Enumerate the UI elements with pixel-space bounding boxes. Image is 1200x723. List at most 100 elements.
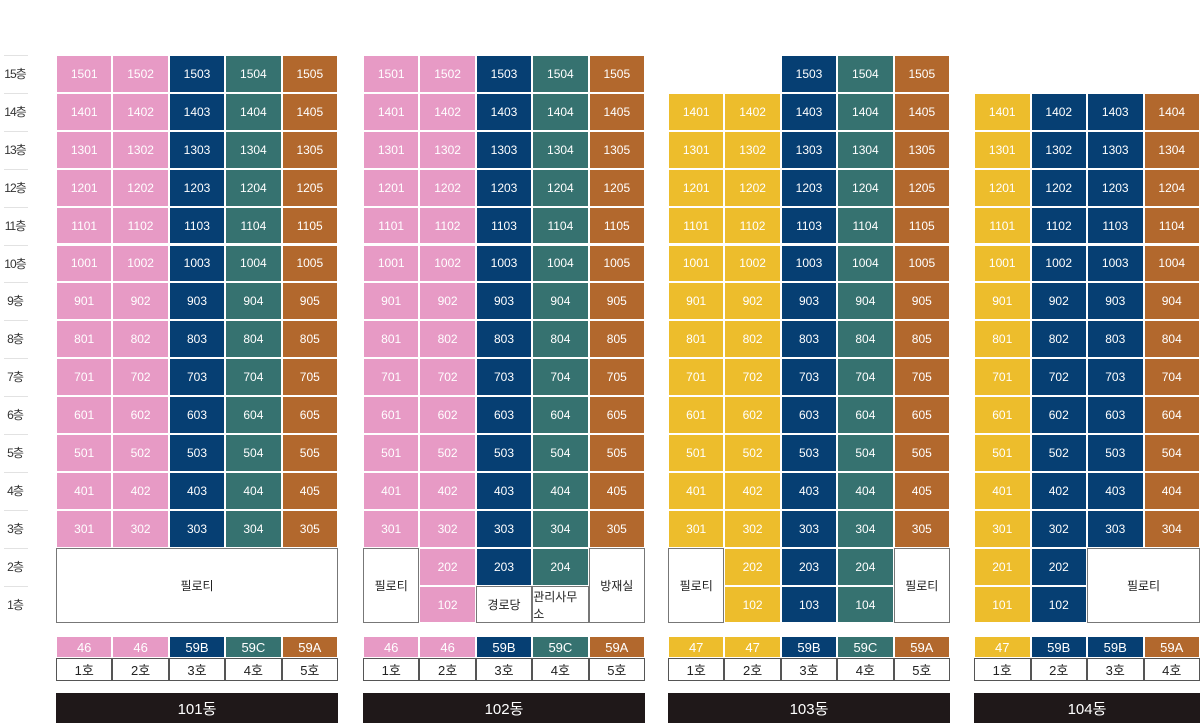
unit-cell: 1401 (974, 92, 1031, 131)
unit-type-badge: 59A (1143, 636, 1200, 658)
floor-label: 3층 (7, 521, 24, 536)
floor-divider (4, 55, 28, 56)
unit-cell: 1203 (168, 168, 226, 207)
unit-cell: 1002 (419, 244, 476, 283)
unit-cell: 1505 (281, 55, 338, 93)
unit-cell: 901 (668, 282, 725, 321)
unit-cell: 1105 (281, 206, 338, 245)
floor-label: 11층 (4, 218, 27, 233)
unit-cell: 1101 (56, 206, 113, 245)
unit-cell: 804 (225, 320, 282, 359)
piloti-space: 필로티 (1087, 547, 1200, 624)
unit-cell: 504 (1143, 434, 1200, 472)
unit-cell: 804 (837, 320, 894, 359)
unit-cell: 1204 (837, 168, 894, 207)
unit-cell: 1301 (363, 130, 420, 169)
piloti-space: 필로티 (893, 547, 950, 624)
building-name: 103동 (668, 693, 950, 723)
unit-cell: 503 (475, 434, 533, 472)
floor-label: 13층 (4, 142, 26, 157)
unit-cell: 303 (475, 509, 533, 548)
unit-cell: 301 (56, 509, 113, 548)
unit-cell: 1501 (56, 55, 113, 93)
unit-type-badge: 46 (112, 636, 169, 658)
unit-cell: 405 (281, 471, 338, 510)
unit-cell: 203 (780, 547, 838, 586)
unit-cell: 1204 (225, 168, 282, 207)
unit-cell: 403 (475, 471, 533, 510)
line-number-label: 4호 (1143, 658, 1200, 681)
unit-cell: 1203 (780, 168, 838, 207)
unit-cell: 902 (419, 282, 476, 321)
unit-cell: 703 (475, 358, 533, 397)
unit-cell: 802 (112, 320, 169, 359)
unit-cell: 301 (363, 509, 420, 548)
line-number-label: 3호 (1087, 658, 1144, 681)
unit-cell: 701 (974, 358, 1031, 397)
unit-cell: 204 (837, 547, 894, 586)
unit-cell: 1205 (281, 168, 338, 207)
unit-cell: 505 (893, 434, 950, 472)
facility-space: 경로당 (475, 585, 533, 624)
unit-cell: 202 (1030, 547, 1087, 586)
unit-cell: 403 (780, 471, 838, 510)
floor-label: 6층 (7, 408, 24, 423)
unit-cell: 405 (588, 471, 645, 510)
unit-cell: 303 (168, 509, 226, 548)
unit-cell: 903 (780, 282, 838, 321)
unit-cell: 1403 (475, 92, 533, 131)
line-number-label: 1호 (974, 658, 1031, 681)
unit-cell: 701 (668, 358, 725, 397)
unit-cell: 1003 (168, 244, 226, 283)
unit-cell: 1105 (588, 206, 645, 245)
floor-divider (4, 92, 28, 94)
unit-cell: 705 (893, 358, 950, 397)
unit-cell: 702 (112, 358, 169, 397)
unit-cell: 1204 (532, 168, 589, 207)
unit-cell: 1303 (1087, 130, 1144, 169)
unit-cell: 401 (56, 471, 113, 510)
unit-cell: 702 (724, 358, 781, 397)
unit-type-badge: 59A (281, 636, 338, 658)
floor-divider (4, 206, 28, 208)
facility-space: 방재실 (588, 547, 645, 624)
unit-cell: 601 (668, 396, 725, 434)
unit-cell: 605 (588, 396, 645, 434)
unit-cell: 705 (588, 358, 645, 397)
unit-cell: 402 (724, 471, 781, 510)
floor-label: 15층 (4, 67, 26, 81)
unit-cell: 502 (112, 434, 169, 472)
unit-cell: 904 (532, 282, 589, 321)
unit-cell: 502 (724, 434, 781, 472)
unit-cell: 601 (56, 396, 113, 434)
floor-divider (4, 358, 28, 360)
unit-cell: 1002 (112, 244, 169, 283)
line-number-label: 4호 (532, 658, 589, 681)
unit-cell: 903 (168, 282, 226, 321)
unit-cell: 305 (281, 509, 338, 548)
unit-cell: 1105 (893, 206, 950, 245)
floor-label: 12층 (4, 180, 26, 195)
floor-label: 5층 (7, 446, 24, 460)
unit-type-badge: 59C (225, 636, 282, 658)
unit-cell: 603 (475, 396, 533, 434)
floor-divider (4, 244, 28, 246)
unit-cell: 1504 (837, 55, 894, 93)
floor-label: 9층 (7, 294, 24, 309)
floor-divider (4, 434, 28, 435)
unit-cell: 604 (1143, 396, 1200, 434)
unit-cell: 704 (225, 358, 282, 397)
unit-cell: 1404 (532, 92, 589, 131)
unit-cell: 1504 (532, 55, 589, 93)
line-number-label: 1호 (363, 658, 420, 681)
unit-cell: 305 (588, 509, 645, 548)
unit-cell: 504 (225, 434, 282, 472)
unit-cell: 1004 (1143, 244, 1200, 283)
unit-cell: 1102 (1030, 206, 1087, 245)
unit-cell: 905 (588, 282, 645, 321)
floor-divider (4, 282, 28, 284)
unit-cell: 802 (1030, 320, 1087, 359)
unit-cell: 603 (168, 396, 226, 434)
unit-cell: 1004 (225, 244, 282, 283)
unit-type-badge: 59B (1030, 636, 1087, 658)
